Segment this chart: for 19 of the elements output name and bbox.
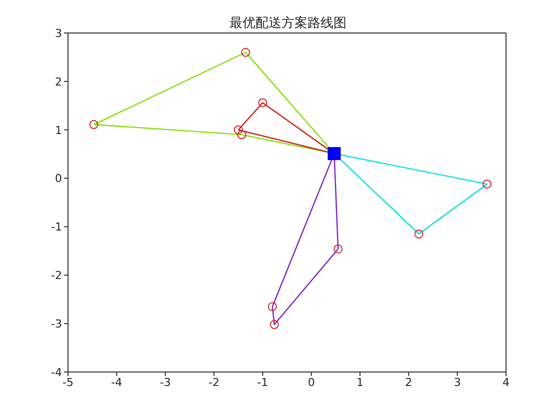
x-tick-label: -1 [257,376,268,389]
y-tick-label: -4 [51,366,62,379]
y-tick-label: 0 [55,172,62,186]
x-tick-label: 0 [308,376,315,389]
x-tick-label: -3 [160,376,171,389]
x-tick-label: -2 [208,376,220,389]
y-tick-label: 3 [55,26,62,40]
x-tick-label: 3 [454,376,461,389]
x-tick-label: 2 [405,376,412,389]
chart-title: 最优配送方案路线图 [228,15,348,32]
y-tick-label: -3 [51,317,62,330]
y-tick-label: -2 [51,269,62,282]
x-tick-label: 4 [502,376,510,389]
y-tick-label: 2 [55,75,62,88]
y-tick-label: -1 [51,220,62,234]
y-tick-label: 1 [55,124,62,137]
x-tick-label: -5 [62,376,74,389]
x-tick-label: -4 [111,376,122,389]
x-tick-label: 1 [356,376,364,389]
